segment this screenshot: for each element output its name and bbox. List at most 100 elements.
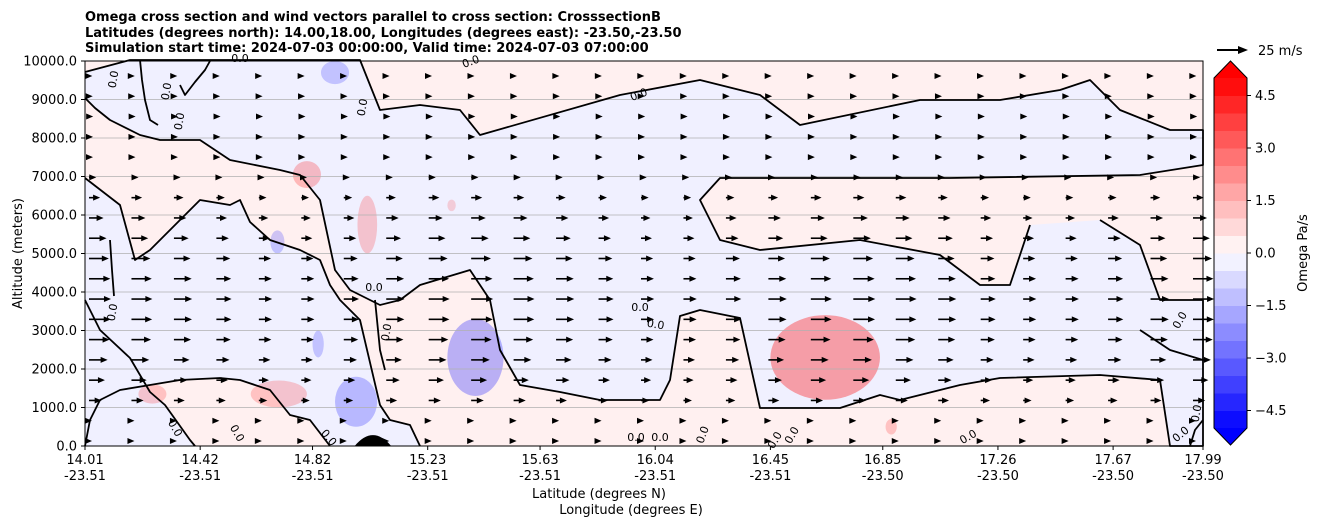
wind-vector-head <box>1105 113 1113 120</box>
wind-vector <box>513 397 526 404</box>
wind-vector-head <box>185 296 193 303</box>
wind-vector-head <box>903 377 911 384</box>
wind-vector <box>722 133 730 140</box>
wind-vector-head <box>527 296 535 303</box>
wind-vector-head <box>597 174 605 181</box>
wind-vector-head <box>1019 417 1027 424</box>
wind-vector <box>768 255 786 262</box>
wind-vector-head <box>509 438 517 444</box>
wind-vector <box>1150 316 1169 323</box>
wind-vector-head <box>849 417 857 424</box>
wind-vector-head <box>940 194 948 201</box>
wind-vector-head <box>524 356 532 363</box>
zero-contour <box>1139 329 1204 361</box>
wind-vector-head <box>909 296 917 303</box>
wind-vector <box>725 356 740 363</box>
wind-vector-head <box>340 154 348 161</box>
wind-vector <box>127 73 135 79</box>
wind-vector <box>89 316 111 323</box>
y-tick-label: 0.0 <box>56 440 77 455</box>
x-tick-label-lon: -23.50 <box>862 469 904 484</box>
wind-vector <box>386 275 405 282</box>
wind-vector-head <box>307 275 315 282</box>
wind-vector-head <box>680 154 688 161</box>
wind-vector <box>424 438 432 444</box>
wind-vector <box>173 397 185 404</box>
wind-vector-head <box>778 255 786 262</box>
wind-vector-head <box>1113 235 1121 242</box>
wind-vector-head <box>685 214 693 221</box>
wind-vector <box>471 397 484 404</box>
wind-vector <box>853 214 868 221</box>
wind-vector <box>258 194 267 201</box>
wind-vector-head <box>486 296 494 303</box>
wind-vector-head <box>688 356 696 363</box>
wind-vector <box>513 174 521 181</box>
wind-vector <box>85 93 93 100</box>
wind-vector-head <box>765 154 773 161</box>
wind-vector-head <box>383 113 391 120</box>
wind-vector <box>768 174 776 181</box>
wind-vector <box>216 275 232 282</box>
wind-vector <box>638 154 645 161</box>
wind-vector-head <box>260 397 268 404</box>
wind-vector <box>556 214 569 221</box>
wind-vector <box>683 255 696 262</box>
wind-vector-head <box>217 194 225 201</box>
wind-vector-head <box>350 255 358 262</box>
wind-vector-head <box>135 194 143 201</box>
wind-vector-head <box>774 377 782 384</box>
wind-vector-head <box>850 113 858 120</box>
wind-vector <box>1020 154 1028 161</box>
wind-vector-head <box>986 356 994 363</box>
wind-vector <box>806 438 814 444</box>
wind-vector-head <box>806 438 814 444</box>
wind-vector-head <box>862 377 870 384</box>
wind-vector-head <box>814 194 822 201</box>
wind-vector <box>977 93 985 100</box>
wind-vector-head <box>347 214 355 221</box>
wind-vector-head <box>1147 154 1155 161</box>
wind-vector <box>131 397 144 404</box>
wind-vector <box>471 275 493 282</box>
wind-vector-head <box>351 316 359 323</box>
wind-vector-head <box>734 296 742 303</box>
wind-vector-head <box>1205 255 1213 262</box>
wind-vector <box>297 417 305 424</box>
wind-vector-head <box>646 275 654 282</box>
wind-vector-head <box>934 73 942 79</box>
wind-vector-head <box>732 356 740 363</box>
wind-vector <box>131 275 152 282</box>
wind-vector-head <box>1071 336 1079 343</box>
wind-vector <box>301 275 315 282</box>
wind-vector-head <box>299 174 307 181</box>
wind-vector <box>255 93 263 100</box>
wind-vector <box>131 336 152 343</box>
wind-vector <box>807 93 815 100</box>
wind-vector <box>1190 133 1197 140</box>
wind-vector <box>386 194 396 201</box>
wind-vector <box>1108 336 1123 343</box>
wind-vector-head <box>170 133 178 140</box>
wind-vector <box>641 377 652 384</box>
wind-vector-head <box>689 275 697 282</box>
wind-vector <box>976 438 984 444</box>
wind-vector <box>513 296 535 303</box>
wind-vector <box>170 93 178 100</box>
wind-vector-head <box>179 214 187 221</box>
zero-contour <box>84 177 421 447</box>
wind-vector-head <box>86 154 93 161</box>
wind-vector-head <box>183 255 191 262</box>
wind-vector <box>128 133 136 140</box>
wind-vector <box>301 214 311 221</box>
wind-vector-head <box>169 417 177 424</box>
wind-vector <box>513 377 529 384</box>
colorbar-segment <box>1214 200 1247 219</box>
wind-vector-head <box>1205 336 1213 343</box>
wind-vector <box>807 154 815 161</box>
wind-vector-head <box>467 438 475 444</box>
wind-vector <box>428 255 448 262</box>
wind-vector <box>89 356 108 363</box>
wind-vector <box>637 438 644 444</box>
wind-vector-head <box>89 174 97 181</box>
